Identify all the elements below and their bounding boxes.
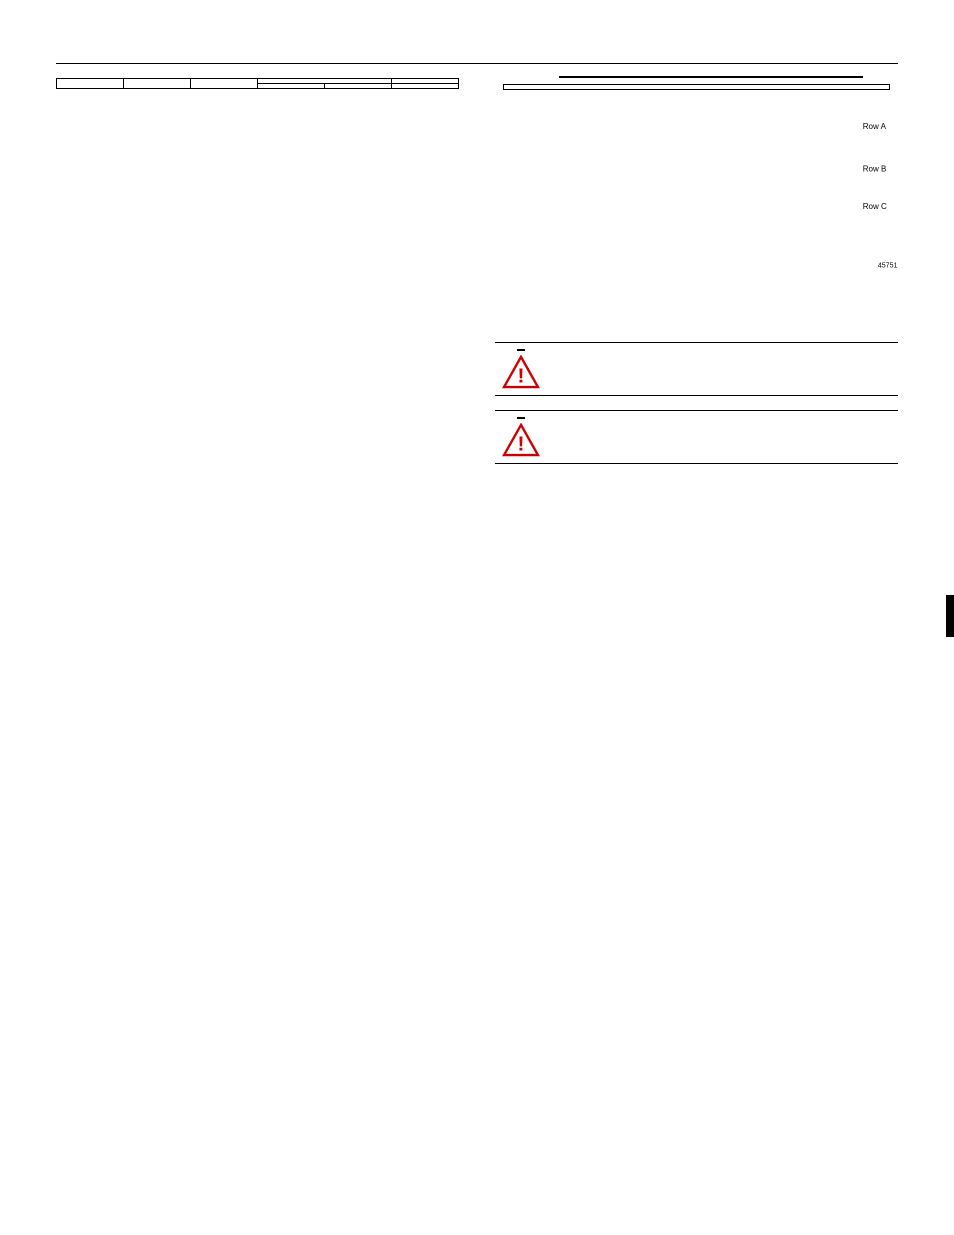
attention-label-2 xyxy=(517,417,525,419)
th-shield xyxy=(325,84,392,89)
th-label xyxy=(191,79,258,89)
svg-text:!: ! xyxy=(518,432,525,455)
svg-row-a-label: Row A xyxy=(863,122,887,131)
terminal-diagram: Row A Row B Row C 45751 xyxy=(495,76,898,342)
attention-2: ! xyxy=(495,410,898,464)
svg-text:!: ! xyxy=(518,364,525,387)
attention-label-1 xyxy=(517,349,525,351)
terminal-number-grid xyxy=(559,76,863,78)
attention-text-1 xyxy=(557,349,898,389)
th-signal xyxy=(124,79,191,89)
th-channel xyxy=(57,79,124,89)
page-header xyxy=(56,60,898,64)
warning-icon: ! xyxy=(502,423,540,457)
left-column xyxy=(56,68,459,478)
th-terminal xyxy=(258,84,325,89)
label-bar xyxy=(503,84,890,90)
warning-icon: ! xyxy=(502,355,540,389)
svg-row-c-label: Row C xyxy=(863,202,887,211)
attention-text-2 xyxy=(557,417,898,457)
page-edge-mark xyxy=(946,595,954,637)
svg-row-b-label: Row B xyxy=(863,165,887,174)
attention-1: ! xyxy=(495,342,898,396)
th-terminal2 xyxy=(392,84,459,89)
diagram-ref: 45751 xyxy=(878,262,898,269)
wiring-table xyxy=(56,78,459,89)
terminal-rows-svg: Row A Row B Row C 45751 xyxy=(495,96,898,328)
right-column: Row A Row B Row C 45751 ! ! xyxy=(495,68,898,478)
